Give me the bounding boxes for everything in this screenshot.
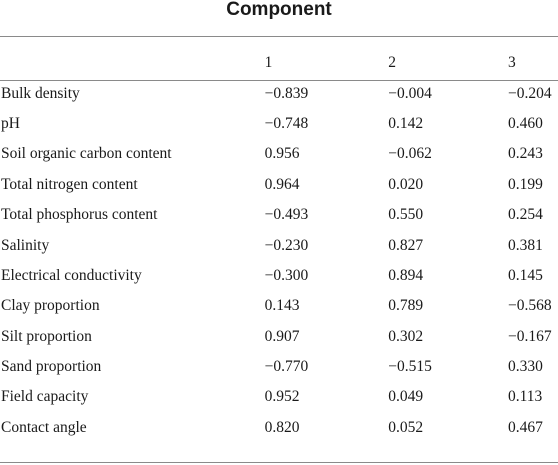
loading-value-component-1: −0.770 xyxy=(264,358,309,376)
table-row: Total nitrogen content 0.964 0.020 0.199 xyxy=(0,170,558,200)
column-header-variable xyxy=(0,48,265,78)
loading-value-component-3: 0.330 xyxy=(507,358,543,376)
loading-value-component-2: −0.515 xyxy=(388,358,432,376)
table-row: Contact angle 0.820 0.052 0.467 xyxy=(0,413,558,443)
loading-value-component-2: −0.004 xyxy=(388,84,432,102)
row-label: Total nitrogen content xyxy=(1,175,138,193)
column-header-component-1: 1 xyxy=(264,54,273,72)
row-label: Soil organic carbon content xyxy=(1,145,172,163)
table-row: Clay proportion 0.143 0.789 −0.568 xyxy=(0,291,558,321)
table-row: Sand proportion −0.770 −0.515 0.330 xyxy=(0,352,558,382)
loading-value-component-1: 0.952 xyxy=(264,388,300,406)
loading-value-component-3: 0.254 xyxy=(507,206,543,224)
row-label: Contact angle xyxy=(1,418,87,436)
loading-value-component-3: 0.460 xyxy=(507,114,543,132)
loading-value-component-2: 0.827 xyxy=(388,236,424,254)
loading-value-component-3: −0.568 xyxy=(507,297,552,315)
loading-value-component-2: 0.894 xyxy=(388,266,424,284)
loading-value-component-1: −0.839 xyxy=(264,84,309,102)
header-divider xyxy=(0,80,558,81)
loading-value-component-1: −0.748 xyxy=(264,114,309,132)
loading-value-component-2: 0.142 xyxy=(388,114,424,132)
bottom-divider xyxy=(0,462,558,463)
loading-value-component-3: −0.204 xyxy=(507,84,552,102)
table-row: Total phosphorus content −0.493 0.550 0.254 xyxy=(0,200,558,230)
loading-value-component-1: 0.956 xyxy=(264,145,300,163)
loading-value-component-3: 0.467 xyxy=(507,418,543,436)
loading-value-component-1: 0.964 xyxy=(264,175,300,193)
table-row: pH −0.748 0.142 0.460 xyxy=(0,109,558,139)
loading-value-component-2: 0.550 xyxy=(388,206,424,224)
table-row: Soil organic carbon content 0.956 −0.062 0.… xyxy=(0,139,558,169)
loading-value-component-3: 0.243 xyxy=(507,145,543,163)
loading-value-component-2: 0.020 xyxy=(388,175,424,193)
loading-value-component-3: 0.113 xyxy=(507,388,543,406)
row-label: Sand proportion xyxy=(1,358,102,376)
row-label: Clay proportion xyxy=(1,297,100,315)
loading-value-component-1: −0.493 xyxy=(264,206,309,224)
loading-value-component-3: 0.381 xyxy=(507,236,543,254)
table-row: Field capacity 0.952 0.049 0.113 xyxy=(0,382,558,412)
loading-value-component-1: 0.143 xyxy=(264,297,300,315)
column-header-component-3: 3 xyxy=(507,54,516,72)
loading-value-component-3: −0.167 xyxy=(507,327,552,345)
loading-value-component-1: 0.820 xyxy=(264,418,300,436)
loading-value-component-1: −0.230 xyxy=(264,236,309,254)
loading-value-component-2: 0.789 xyxy=(388,297,424,315)
table-body: Bulk density −0.839 −0.004 −0.204 pH −0.748 0.… xyxy=(0,78,558,443)
top-divider xyxy=(0,36,558,37)
group-header-component: Component xyxy=(226,0,332,20)
row-label: Bulk density xyxy=(1,84,80,102)
loading-value-component-2: 0.052 xyxy=(388,418,424,436)
row-label: Silt proportion xyxy=(1,327,92,345)
table-row: Electrical conductivity −0.300 0.894 0.145 xyxy=(0,261,558,291)
loading-value-component-2: 0.302 xyxy=(388,327,424,345)
loading-value-component-2: −0.062 xyxy=(388,145,432,163)
loading-value-component-1: −0.300 xyxy=(264,266,309,284)
table-row: Salinity −0.230 0.827 0.381 xyxy=(0,230,558,260)
loading-value-component-3: 0.199 xyxy=(507,175,543,193)
row-label: Total phosphorus content xyxy=(1,206,158,224)
loading-value-component-1: 0.907 xyxy=(264,327,300,345)
row-label: Field capacity xyxy=(1,388,89,406)
row-label: Electrical conductivity xyxy=(1,266,142,284)
column-header-row: 1 2 3 xyxy=(0,48,558,78)
loading-value-component-3: 0.145 xyxy=(507,266,543,284)
table-row: Silt proportion 0.907 0.302 −0.167 xyxy=(0,322,558,352)
column-header-component-2: 2 xyxy=(388,54,397,72)
loading-value-component-2: 0.049 xyxy=(388,388,424,406)
component-loadings-table: 1 2 3 Bulk density −0.839 −0.004 −0.204 pH −0… xyxy=(0,48,558,443)
row-label: pH xyxy=(1,114,20,132)
row-label: Salinity xyxy=(1,236,50,254)
table-row: Bulk density −0.839 −0.004 −0.204 xyxy=(0,78,558,108)
